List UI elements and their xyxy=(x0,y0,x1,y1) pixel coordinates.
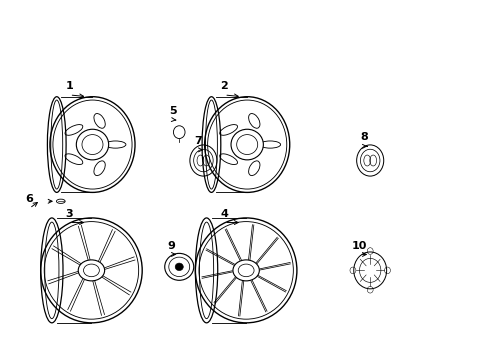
Text: 6: 6 xyxy=(25,194,33,204)
Ellipse shape xyxy=(78,260,104,281)
Ellipse shape xyxy=(189,145,217,176)
Ellipse shape xyxy=(56,199,65,203)
Text: 1: 1 xyxy=(65,81,73,91)
Ellipse shape xyxy=(173,126,184,139)
Ellipse shape xyxy=(356,145,383,176)
Text: 2: 2 xyxy=(220,81,227,91)
Ellipse shape xyxy=(353,252,386,289)
Ellipse shape xyxy=(164,253,193,280)
Text: 8: 8 xyxy=(360,132,367,143)
Text: 7: 7 xyxy=(194,136,202,146)
Ellipse shape xyxy=(230,129,263,160)
Ellipse shape xyxy=(175,263,183,271)
Ellipse shape xyxy=(232,260,259,281)
Text: 10: 10 xyxy=(351,240,366,251)
Text: 4: 4 xyxy=(220,209,228,219)
Text: 3: 3 xyxy=(65,209,73,219)
Text: 5: 5 xyxy=(169,106,176,116)
Ellipse shape xyxy=(76,129,108,160)
Text: 9: 9 xyxy=(167,240,175,251)
